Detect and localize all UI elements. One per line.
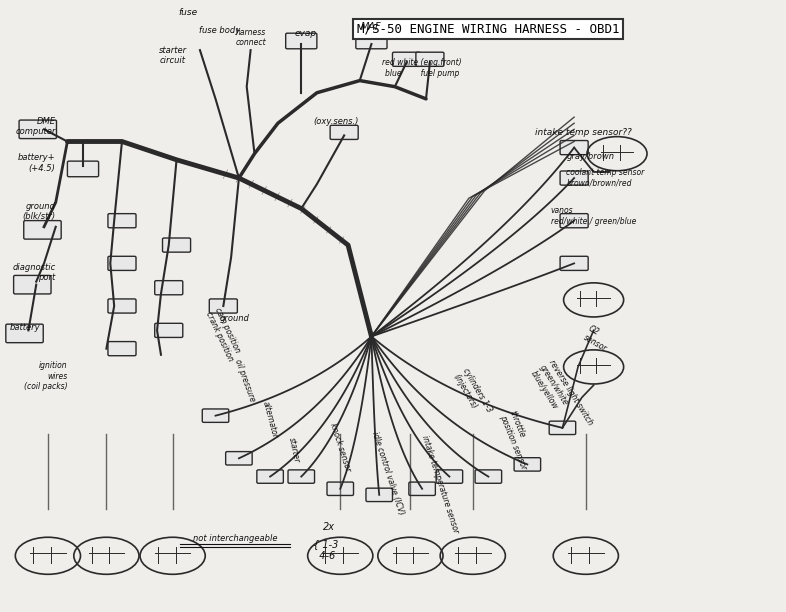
Text: intake temperature sensor: intake temperature sensor xyxy=(420,434,460,534)
Text: 2x: 2x xyxy=(322,521,335,532)
Text: harness
connect: harness connect xyxy=(235,28,266,47)
FancyBboxPatch shape xyxy=(155,323,183,337)
Text: DME
computer: DME computer xyxy=(16,116,56,136)
Text: starter: starter xyxy=(287,437,301,464)
Text: reverse light switch
green/white
blue/yellow: reverse light switch green/white blue/ye… xyxy=(529,358,594,438)
FancyBboxPatch shape xyxy=(68,161,98,177)
Text: throttle
position sensor: throttle position sensor xyxy=(498,409,538,471)
FancyBboxPatch shape xyxy=(108,256,136,271)
FancyBboxPatch shape xyxy=(6,324,43,343)
FancyBboxPatch shape xyxy=(13,275,51,294)
FancyBboxPatch shape xyxy=(560,171,588,185)
Text: ground: ground xyxy=(220,314,250,323)
FancyBboxPatch shape xyxy=(202,409,229,422)
Text: { 1-3
  4-6: { 1-3 4-6 xyxy=(313,539,338,561)
FancyBboxPatch shape xyxy=(560,214,588,228)
Text: (oxy.sens.): (oxy.sens.) xyxy=(314,118,359,126)
FancyBboxPatch shape xyxy=(209,299,237,313)
Text: fuse: fuse xyxy=(178,7,198,17)
FancyBboxPatch shape xyxy=(108,214,136,228)
FancyBboxPatch shape xyxy=(514,458,541,471)
Text: starter
circuit: starter circuit xyxy=(159,46,187,65)
Text: oil pressure: oil pressure xyxy=(233,358,257,403)
FancyBboxPatch shape xyxy=(356,33,387,49)
Text: alternator: alternator xyxy=(261,400,279,439)
Text: diagnostic
port: diagnostic port xyxy=(13,263,56,282)
FancyBboxPatch shape xyxy=(366,488,392,502)
FancyBboxPatch shape xyxy=(560,141,588,155)
Text: intake temp sensor??: intake temp sensor?? xyxy=(535,128,632,137)
Text: O2
sensor: O2 sensor xyxy=(582,324,614,354)
Text: cam position
crank position: cam position crank position xyxy=(204,306,244,363)
Text: ground
(blk/str): ground (blk/str) xyxy=(23,202,56,222)
FancyBboxPatch shape xyxy=(392,52,421,66)
FancyBboxPatch shape xyxy=(560,256,588,271)
Text: M/S-50 ENGINE WIRING HARNESS - OBD1: M/S-50 ENGINE WIRING HARNESS - OBD1 xyxy=(357,22,619,35)
Text: ignition
wires
(coil packs): ignition wires (coil packs) xyxy=(24,361,68,391)
FancyBboxPatch shape xyxy=(285,33,317,49)
Text: battery+
(+4.5): battery+ (+4.5) xyxy=(18,153,56,173)
FancyBboxPatch shape xyxy=(155,281,183,295)
FancyBboxPatch shape xyxy=(163,238,190,252)
FancyBboxPatch shape xyxy=(108,299,136,313)
FancyBboxPatch shape xyxy=(330,125,358,140)
Text: MAF: MAF xyxy=(361,22,382,32)
Text: fuse body: fuse body xyxy=(199,26,240,35)
Text: battery: battery xyxy=(9,323,40,332)
Text: coolant temp sensor
brown/brown/red: coolant temp sensor brown/brown/red xyxy=(567,168,645,188)
FancyBboxPatch shape xyxy=(409,482,435,496)
FancyBboxPatch shape xyxy=(288,470,314,483)
FancyBboxPatch shape xyxy=(436,470,463,483)
Text: vanos
red/white / green/blue: vanos red/white / green/blue xyxy=(551,206,636,226)
Text: not interchangeable: not interchangeable xyxy=(193,534,277,543)
Text: cylinders 1-3
(injectors): cylinders 1-3 (injectors) xyxy=(452,367,494,419)
FancyBboxPatch shape xyxy=(416,52,444,66)
Text: gray/brown: gray/brown xyxy=(567,152,615,161)
FancyBboxPatch shape xyxy=(257,470,283,483)
FancyBboxPatch shape xyxy=(19,120,57,138)
Text: evap: evap xyxy=(294,29,316,38)
Text: red white (eng.front)
blue        fuel pump: red white (eng.front) blue fuel pump xyxy=(382,58,462,78)
FancyBboxPatch shape xyxy=(24,220,61,239)
Text: knock sensor: knock sensor xyxy=(329,422,353,472)
FancyBboxPatch shape xyxy=(226,452,252,465)
FancyBboxPatch shape xyxy=(327,482,354,496)
FancyBboxPatch shape xyxy=(549,421,575,435)
FancyBboxPatch shape xyxy=(475,470,501,483)
FancyBboxPatch shape xyxy=(108,341,136,356)
Text: idle control valve (ICV): idle control valve (ICV) xyxy=(370,431,406,517)
